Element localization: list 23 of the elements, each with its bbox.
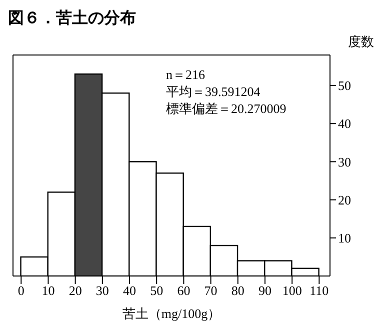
y-axis-title: 度数 <box>348 34 374 50</box>
y-tick-label: 10 <box>338 230 351 246</box>
chart-title: 図６．苦土の分布 <box>8 8 137 29</box>
x-tick-label: 50 <box>150 283 164 298</box>
y-tick-label: 50 <box>338 78 351 94</box>
y-tick-label: 20 <box>338 192 351 208</box>
x-tick-label: 100 <box>282 283 302 298</box>
y-tick-label: 30 <box>338 154 351 170</box>
x-tick-label: 20 <box>68 283 82 298</box>
x-tick-label: 60 <box>177 283 190 298</box>
x-tick-label: 80 <box>231 283 244 298</box>
annotation: 平均＝39.591204 <box>166 83 262 100</box>
x-tick-label: 40 <box>123 283 136 298</box>
x-tick-label: 70 <box>204 283 218 298</box>
y-tick-label: 40 <box>338 116 351 132</box>
x-tick-label: 30 <box>96 283 109 298</box>
annotation: 標準偏差＝20.270009 <box>166 100 286 117</box>
x-tick-label: 0 <box>18 283 24 298</box>
x-axis-title: 苦土（mg/100g） <box>122 306 221 321</box>
annotation: n＝216 <box>166 66 206 83</box>
x-tick-label: 90 <box>258 283 272 298</box>
x-tick-label: 110 <box>310 283 329 298</box>
x-tick-label: 10 <box>42 283 55 298</box>
